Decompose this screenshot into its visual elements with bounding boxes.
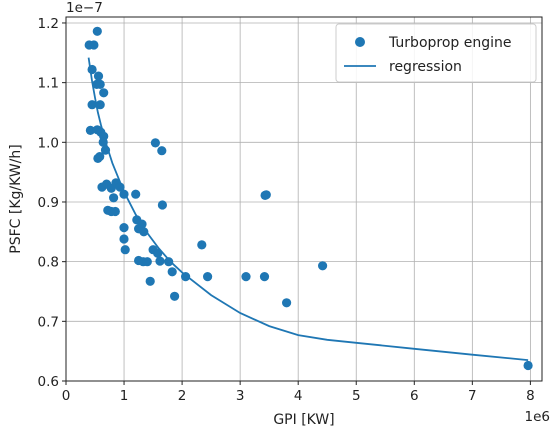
data-point <box>282 298 292 308</box>
data-point <box>120 245 130 255</box>
legend-label-turboprop: Turboprop engine <box>388 35 512 51</box>
data-point <box>93 71 104 81</box>
data-point <box>95 100 105 110</box>
scatter-points <box>84 26 533 371</box>
data-point <box>119 234 129 244</box>
data-point <box>167 267 177 277</box>
y-tick-label: 1.2 <box>38 16 59 32</box>
data-point <box>259 272 270 282</box>
legend: Turboprop engine regression <box>335 23 537 83</box>
data-point <box>150 138 160 148</box>
y-tick-label: 1.0 <box>38 135 59 151</box>
regression-line <box>87 57 529 361</box>
data-point <box>98 137 108 147</box>
data-point <box>145 276 155 286</box>
x-tick-label: 8 <box>526 388 535 404</box>
plot-frame <box>65 16 543 382</box>
x-tick-label: 5 <box>352 388 361 404</box>
legend-label-regression: regression <box>389 59 462 75</box>
data-point <box>139 227 149 237</box>
data-point <box>85 125 95 135</box>
data-point <box>119 223 129 233</box>
data-point <box>110 206 120 217</box>
data-point <box>523 360 533 371</box>
x-offset-label: 1e6 <box>525 409 550 425</box>
data-point <box>95 152 105 162</box>
data-point <box>155 256 165 266</box>
x-tick-label: 0 <box>62 388 71 404</box>
data-point <box>157 200 167 210</box>
data-point <box>137 219 147 229</box>
x-axis-label: GPI [KW] <box>273 412 334 428</box>
legend-box <box>335 23 537 83</box>
data-point <box>197 240 207 250</box>
x-tick-label: 3 <box>236 388 245 404</box>
y-tick-label: 0.6 <box>38 374 59 390</box>
regression-layer <box>87 57 529 361</box>
y-tick-label: 0.9 <box>38 195 59 211</box>
data-point <box>99 88 109 98</box>
y-offset-label: 1e−7 <box>66 0 103 16</box>
x-tick-label: 6 <box>410 388 419 404</box>
x-tick-label: 4 <box>294 388 303 404</box>
y-axis-ticks: 0.6 0.7 0.8 0.9 1.0 1.1 1.2 <box>38 16 66 390</box>
data-point <box>241 272 251 282</box>
data-point <box>203 272 213 282</box>
data-point <box>89 40 99 50</box>
x-tick-label: 2 <box>178 388 187 404</box>
data-point <box>261 190 271 200</box>
data-point <box>95 79 105 89</box>
y-axis-label: PSFC [Kg/KW/h] <box>8 144 24 253</box>
data-point <box>115 182 125 192</box>
y-tick-label: 1.1 <box>38 76 59 92</box>
data-point <box>170 291 180 301</box>
y-tick-label: 0.7 <box>38 314 59 330</box>
y-tick-label: 0.8 <box>38 255 59 271</box>
data-point <box>109 193 119 203</box>
x-tick-label: 1 <box>120 388 129 404</box>
data-point <box>164 257 174 267</box>
data-point <box>100 145 111 155</box>
data-point <box>87 64 97 75</box>
data-point <box>157 146 167 156</box>
legend-scatter-marker <box>355 37 365 47</box>
data-point <box>153 248 163 258</box>
data-point <box>92 26 102 36</box>
x-axis-ticks: 0 1 2 3 4 5 6 7 8 <box>62 381 535 404</box>
data-point <box>131 189 141 199</box>
data-point <box>119 189 129 199</box>
x-tick-label: 7 <box>468 388 477 404</box>
data-point <box>318 261 328 271</box>
data-point <box>142 257 152 267</box>
data-point <box>181 272 191 282</box>
data-point <box>87 100 97 110</box>
